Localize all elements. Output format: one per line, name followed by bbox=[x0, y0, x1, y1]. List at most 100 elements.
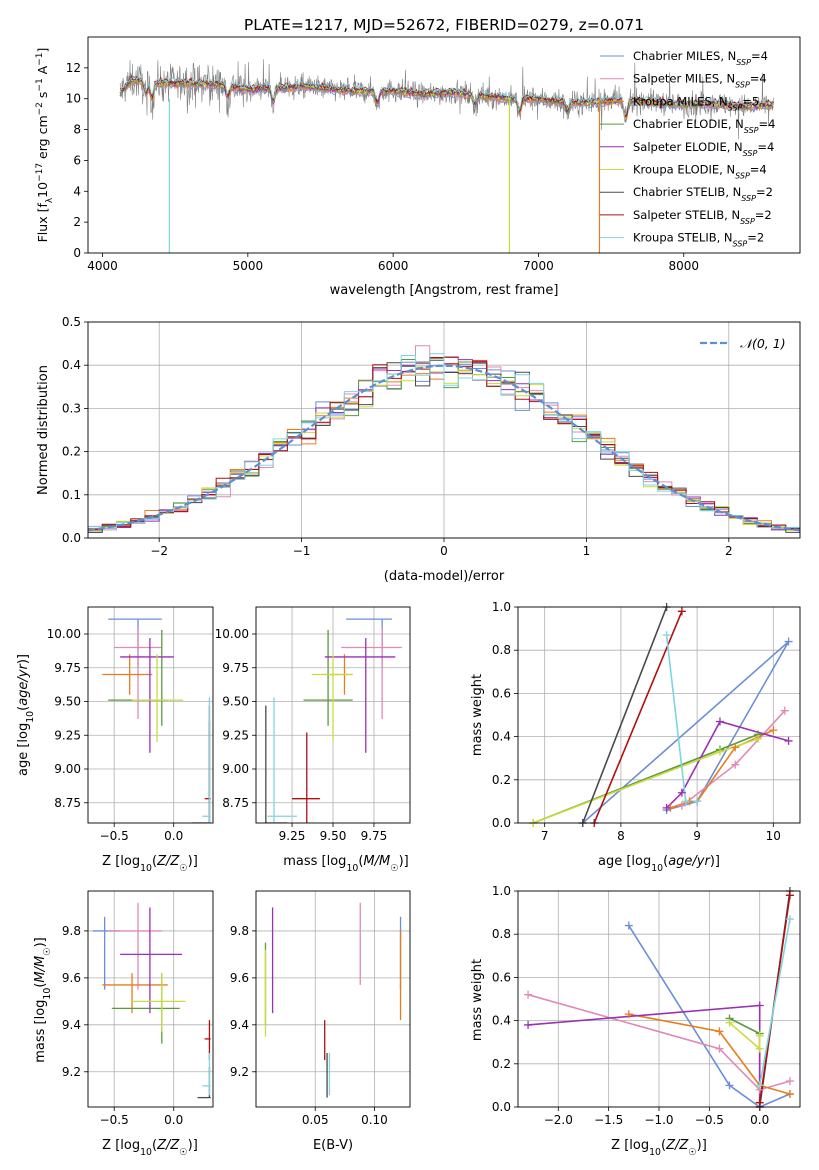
weight_vs_Z-xtick-label: −2.0 bbox=[544, 1113, 573, 1127]
residual_hist-ytick-label: 0.5 bbox=[62, 315, 81, 329]
weight_vs_age-ytick-label: 0.4 bbox=[492, 730, 511, 744]
mass_vs_Z-ytick-label: 9.8 bbox=[62, 924, 81, 938]
mass_vs_ebv-axes: 0.05 0.10 9.2 9.4 9.6 9.8 bbox=[230, 891, 410, 1127]
weight_vs_age-marker-salpeter_stelib bbox=[677, 607, 686, 616]
weight_vs_age-marker-kroupa_stelib bbox=[693, 797, 702, 806]
weight_vs_Z-marker-chabrier_miles bbox=[725, 1081, 734, 1090]
legend-label-kroupa_stelib: Kroupa STELIB, NSSP=2 bbox=[633, 231, 764, 249]
legend-label-chabrier_miles: Chabrier MILES, NSSP=4 bbox=[633, 49, 768, 67]
residual_hist-xtick-label: 2 bbox=[725, 544, 733, 558]
weight_vs_age-xtick-label: 8 bbox=[617, 829, 625, 843]
spectrum-ytick-label: 10 bbox=[66, 92, 81, 106]
spectrum-model-kroupa_stelib bbox=[119, 75, 774, 116]
figure-title: PLATE=1217, MJD=52672, FIBERID=0279, z=0… bbox=[244, 16, 644, 34]
weight_vs_age-ytick-label: 0.6 bbox=[492, 686, 511, 700]
weight_vs_age-ytick-label: 0.2 bbox=[492, 773, 511, 787]
spectrum-xlabel: wavelength [Angstrom, rest frame] bbox=[330, 283, 559, 298]
residual_hist-ytick-label: 0.1 bbox=[62, 488, 81, 502]
weight_vs_Z-line-kroupa_stelib bbox=[758, 918, 791, 1086]
weight_vs_age-marker-kroupa_stelib bbox=[681, 797, 690, 806]
mass_vs_ebv-ytick-label: 9.6 bbox=[230, 971, 249, 985]
age_vs_Z-xlabel: Z [log10(Z/Z☉)] bbox=[102, 854, 198, 874]
weight_vs_age-marker-kroupa_miles bbox=[731, 743, 740, 752]
weight_vs_age-ytick-label: 0.8 bbox=[492, 643, 511, 657]
weight_vs_Z-marker-kroupa_elodie bbox=[725, 1018, 734, 1027]
age_vs_Z-xtick-label: 0.0 bbox=[164, 829, 183, 843]
spectrum-ytick-label: 2 bbox=[73, 215, 81, 229]
mass_vs_Z-ylabel: mass [log10(M/M☉)] bbox=[33, 937, 53, 1063]
age_vs_mass-ytick-label: 9.75 bbox=[222, 661, 249, 675]
mass_vs_ebv-xtick-label: 0.05 bbox=[302, 1113, 329, 1127]
mass_vs_Z-axes: −0.5 0.0 9.2 9.4 9.6 9.8 bbox=[62, 891, 213, 1127]
hist-normal-curve bbox=[88, 364, 800, 532]
residual_hist-ytick-label: 0.3 bbox=[62, 401, 81, 415]
weight_vs_Z-marker-kroupa_elodie bbox=[755, 1044, 764, 1053]
weight_vs_age-marker-salpeter_elodie bbox=[715, 717, 724, 726]
weight_vs_Z-xtick-label: −1.0 bbox=[644, 1113, 673, 1127]
weight_vs_Z-marker-kroupa_stelib bbox=[785, 915, 794, 924]
weight_vs_Z-ylabel: mass weight bbox=[470, 959, 485, 1041]
weight_vs_Z-marker-salpeter_stelib bbox=[785, 891, 794, 900]
age_vs_mass-ytick-label: 9.00 bbox=[222, 762, 249, 776]
weight_vs_age-xtick-label: 7 bbox=[541, 829, 549, 843]
spectrum-axes: 4000 5000 6000 7000 8000 0 2 4 6 8 10 12 bbox=[66, 61, 699, 273]
age_vs_Z-ytick-label: 10.00 bbox=[47, 627, 81, 641]
age_vs_Z-xtick-label: −0.5 bbox=[100, 829, 129, 843]
spectrum-plot-area bbox=[119, 59, 775, 253]
weight_vs_Z-marker-kroupa_elodie bbox=[755, 1031, 764, 1040]
hist-legend-label: 𝒩(0, 1) bbox=[740, 336, 786, 351]
weight_vs_age-marker-salpeter_miles bbox=[677, 801, 686, 810]
mass_vs_Z-xtick-label: −0.5 bbox=[100, 1113, 129, 1127]
spectrum-xtick-label: 4000 bbox=[87, 259, 118, 273]
mass_vs_Z-ytick-label: 9.2 bbox=[62, 1065, 81, 1079]
weight_vs_age-ytick-label: 0.0 bbox=[492, 816, 511, 830]
mass_vs_ebv-frame bbox=[255, 890, 411, 1108]
spectrum-xtick-label: 5000 bbox=[233, 259, 264, 273]
mass_vs_Z-plot-area bbox=[92, 902, 211, 1099]
spectrum-xtick-label: 6000 bbox=[378, 259, 409, 273]
mass_vs_ebv-plot-area bbox=[264, 902, 402, 1098]
weight_vs_Z-marker-kroupa_miles bbox=[785, 1090, 794, 1099]
weight_vs_Z-ytick-label: 0.4 bbox=[492, 1014, 511, 1028]
weight_vs_Z-marker-kroupa_stelib bbox=[755, 1081, 764, 1090]
weight_vs_Z-line-salpeter_miles bbox=[527, 993, 791, 1091]
weight_vs_age-ytick-label: 1.0 bbox=[492, 600, 511, 614]
spectrum-xtick-label: 7000 bbox=[523, 259, 554, 273]
hist-plot-area bbox=[88, 345, 800, 535]
spectrum-xtick-label: 8000 bbox=[668, 259, 699, 273]
mass_vs_ebv-xtick-label: 0.10 bbox=[361, 1113, 388, 1127]
weight_vs_age-marker-kroupa_elodie bbox=[754, 734, 763, 743]
age_vs_Z-axes: −0.5 0.0 8.75 9.00 9.25 9.50 9.75 10.00 bbox=[47, 607, 213, 843]
weight_vs_age-marker-salpeter_elodie bbox=[784, 736, 793, 745]
residual_hist-ytick-label: 0.4 bbox=[62, 358, 81, 372]
spectrum-legend: Chabrier MILES, NSSP=4 Salpeter MILES, NS… bbox=[600, 49, 775, 248]
age_vs_Z-frame bbox=[87, 606, 214, 824]
spectrum-ytick-label: 4 bbox=[73, 184, 81, 198]
spectrum-ytick-label: 0 bbox=[73, 246, 81, 260]
spectrum-frame bbox=[87, 36, 801, 254]
weight_vs_Z-marker-salpeter_miles bbox=[785, 1077, 794, 1086]
weight_vs_age-marker-salpeter_miles bbox=[780, 706, 789, 715]
legend-label-chabrier_stelib: Chabrier STELIB, NSSP=2 bbox=[633, 185, 773, 203]
weight_vs_age-axes: 7 8 9 10 0.0 0.2 0.4 0.6 0.8 1.0 bbox=[492, 600, 800, 843]
age_vs_mass-xlabel: mass [log10(M/M☉)] bbox=[283, 854, 409, 874]
weight_vs_Z-axes: −2.0 −1.5 −1.0 −0.5 0.0 0.0 0.2 0.4 0.6 0.8 1.0 bbox=[492, 884, 800, 1127]
age_vs_mass-frame bbox=[255, 606, 411, 824]
weight_vs_Z-line-chabrier_miles bbox=[628, 925, 791, 1107]
weight_vs_age-line-chabrier_stelib bbox=[582, 607, 668, 823]
weight_vs_age-marker-salpeter_miles bbox=[731, 760, 740, 769]
legend-label-salpeter_stelib: Salpeter STELIB, NSSP=2 bbox=[633, 208, 772, 226]
weight_vs_Z-xlabel: Z [log10(Z/Z☉)] bbox=[611, 1138, 707, 1158]
residual_hist-xtick-label: 1 bbox=[583, 544, 591, 558]
weight_vs_Z-line-kroupa_miles bbox=[628, 1013, 791, 1095]
spectrum-ytick-label: 6 bbox=[73, 153, 81, 167]
age_vs_mass-xtick-label: 9.50 bbox=[320, 829, 347, 843]
spectrum-ytick-label: 8 bbox=[73, 123, 81, 137]
weight_vs_Z-marker-chabrier_miles bbox=[624, 921, 633, 930]
weight_vs_age-marker-kroupa_stelib bbox=[662, 631, 671, 640]
weight_vs_Z-marker-salpeter_elodie bbox=[524, 1020, 533, 1029]
age_vs_Z-ytick-label: 9.50 bbox=[54, 695, 81, 709]
legend-label-kroupa_miles: Kroupa MILES, NSSP=5 bbox=[633, 94, 759, 112]
